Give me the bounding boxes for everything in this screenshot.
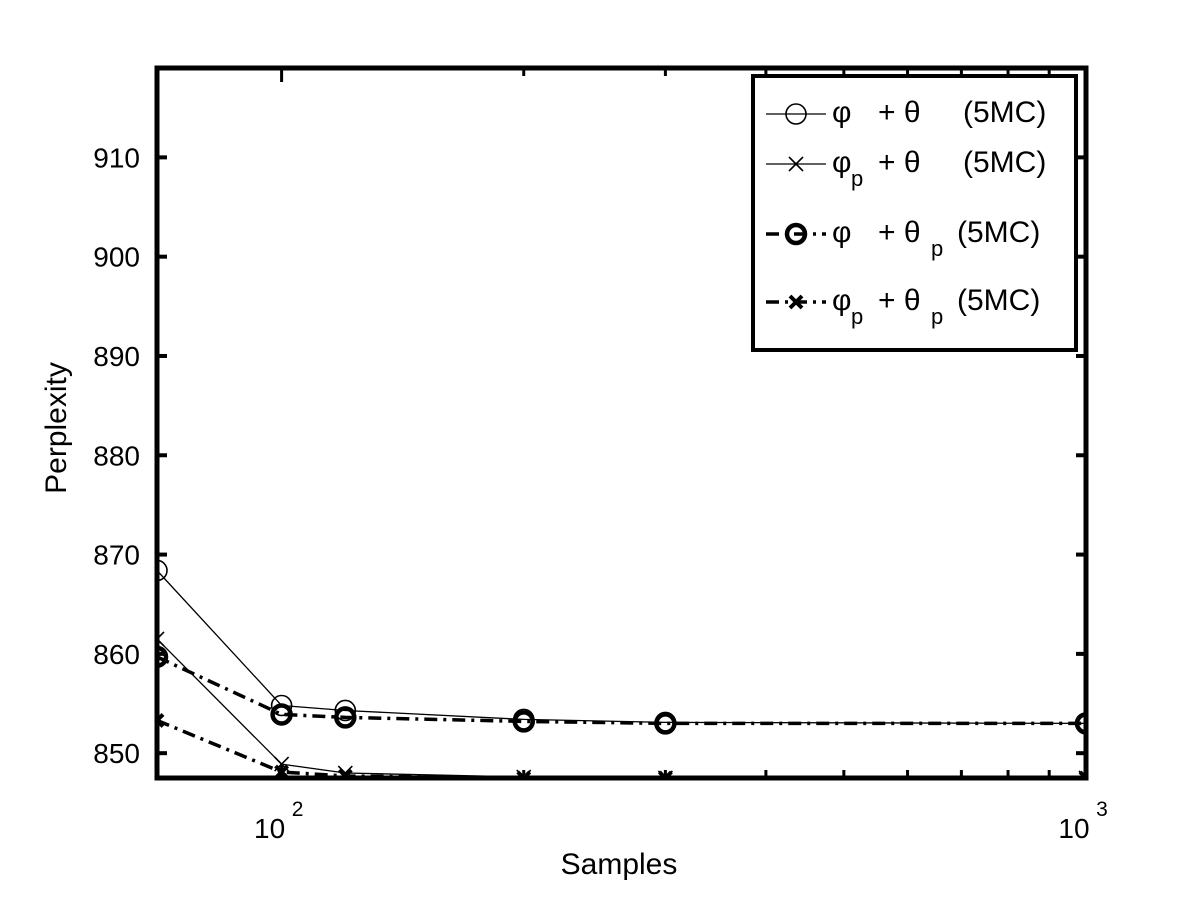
legend-label-theta: + θ bbox=[878, 146, 921, 179]
marker-stroke bbox=[516, 770, 527, 778]
legend-label-theta: + θ bbox=[878, 284, 921, 317]
x-tick-label: 10 bbox=[254, 813, 285, 844]
legend-label-theta: + θ bbox=[878, 216, 921, 249]
legend-label-phi: φ bbox=[832, 216, 851, 249]
legend-label-phi-sub: p bbox=[851, 166, 863, 191]
series-1-line bbox=[157, 570, 1086, 725]
axes-frame bbox=[154, 65, 1089, 781]
series-2-line bbox=[157, 638, 1086, 778]
series-3-line bbox=[157, 655, 1086, 726]
legend-marker-4 bbox=[788, 294, 804, 310]
legend-label-theta: + θ bbox=[878, 96, 921, 129]
marker-stroke bbox=[662, 770, 673, 778]
marker-stroke bbox=[157, 631, 165, 641]
plot-area bbox=[157, 559, 1086, 778]
marker-stroke bbox=[157, 637, 165, 647]
legend-label-suffix: (5MC) bbox=[963, 146, 1046, 179]
ticks: 850 860 870 880 890 900 910 10 2 10 3 bbox=[93, 68, 1108, 844]
marker-stroke bbox=[157, 717, 165, 728]
legend-marker-2 bbox=[788, 156, 804, 172]
y-tick-label: 880 bbox=[93, 440, 140, 471]
series-4-point bbox=[516, 770, 532, 778]
legend-label-suffix: (5MC) bbox=[957, 284, 1040, 317]
series-4-point bbox=[157, 712, 165, 728]
series-3-point bbox=[512, 710, 536, 733]
legend-marker-1 bbox=[785, 103, 807, 125]
legend-marker-3 bbox=[784, 222, 808, 246]
legend-label-phi: φ bbox=[832, 284, 851, 317]
series-3-point bbox=[270, 703, 293, 726]
legend-label-phi: φ bbox=[832, 96, 851, 129]
legend-label-phi: φ bbox=[832, 146, 851, 179]
series-1-point bbox=[334, 699, 357, 722]
marker-stroke bbox=[788, 294, 804, 310]
series-3-point bbox=[157, 645, 169, 669]
y-tick-label: 910 bbox=[93, 142, 140, 173]
y-tick-label: 870 bbox=[93, 540, 140, 571]
y-tick-label: 900 bbox=[93, 242, 140, 273]
y-tick-label: 850 bbox=[93, 738, 140, 769]
legend-label-suffix: (5MC) bbox=[963, 96, 1046, 129]
x-tick-exponent: 3 bbox=[1096, 798, 1108, 821]
series-4-line bbox=[157, 718, 1086, 778]
series-4-point bbox=[1078, 770, 1086, 778]
marker-stroke bbox=[788, 156, 804, 172]
legend: φ + θ (5MC)φ p + θ (5MC)φ + θ p (5MC)φ p + θ p (5MC) bbox=[751, 74, 1078, 352]
series-3-point bbox=[654, 712, 677, 735]
series-3-point bbox=[1074, 712, 1086, 735]
marker-stroke bbox=[1078, 770, 1086, 778]
x-tick-label: 10 bbox=[1058, 813, 1089, 844]
marker-stroke bbox=[657, 770, 669, 778]
legend-label-phi-sub: p bbox=[851, 304, 863, 329]
y-axis-label: Perplexity bbox=[40, 362, 73, 494]
legend-label-theta-sub: p bbox=[931, 304, 943, 329]
marker-stroke bbox=[520, 770, 532, 778]
y-tick-label: 860 bbox=[93, 639, 140, 670]
series-3-point bbox=[334, 706, 357, 729]
legend-label-theta-sub: p bbox=[931, 236, 943, 261]
x-tick-exponent: 2 bbox=[292, 798, 304, 821]
legend-label-suffix: (5MC) bbox=[957, 216, 1040, 249]
marker-stroke bbox=[157, 712, 165, 724]
series-group bbox=[157, 559, 1086, 778]
legend-box bbox=[751, 74, 1078, 352]
x-axis-label: Samples bbox=[561, 848, 678, 881]
series-1-point bbox=[157, 559, 168, 582]
series-1-point bbox=[270, 694, 293, 717]
series-2-point bbox=[157, 631, 165, 647]
y-tick-label: 890 bbox=[93, 341, 140, 372]
series-4-point bbox=[657, 770, 673, 778]
